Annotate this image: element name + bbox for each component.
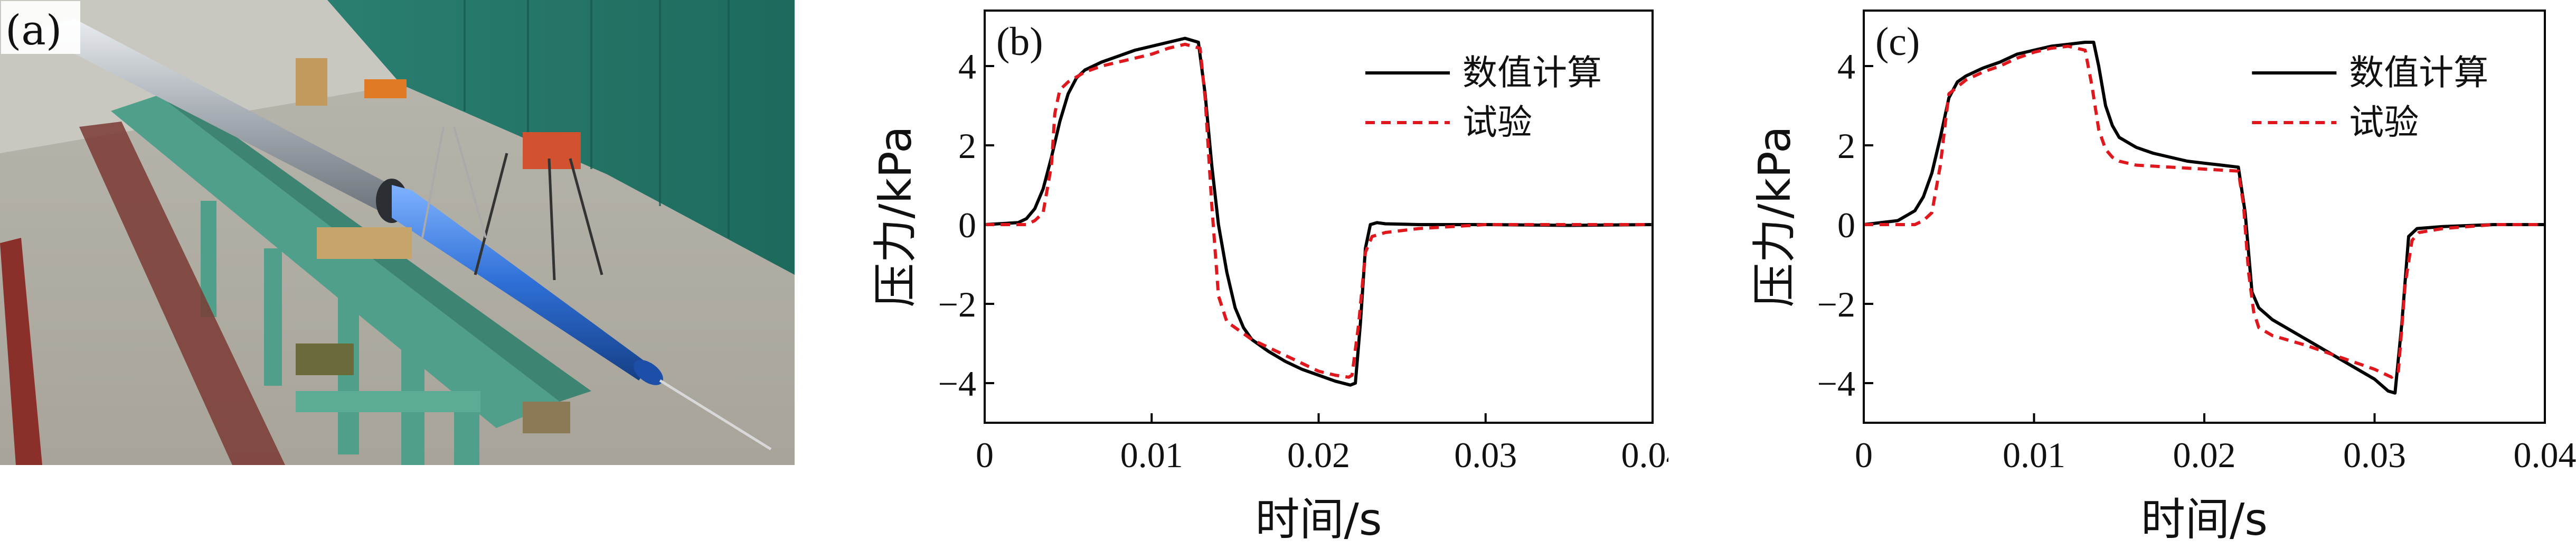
blue-projectile — [392, 185, 649, 380]
y-tick-label: 4 — [1837, 47, 1855, 87]
x-tick-label: 0.03 — [1454, 435, 1517, 475]
series-lines — [984, 36, 1653, 387]
legend: 数值计算 试验 — [1365, 52, 1602, 143]
guide-wire — [659, 379, 772, 451]
x-tick-label: 0.04 — [1621, 435, 1669, 475]
x-tick-label: 0.01 — [2003, 435, 2065, 475]
legend-label-experiment: 试验 — [1462, 102, 1532, 143]
series-line-experiment — [985, 42, 1653, 379]
tick-marks — [984, 65, 1654, 423]
panel-label: (b) — [996, 20, 1043, 64]
series-line-experiment — [1864, 44, 2545, 379]
y-tick-label: 0 — [958, 205, 976, 245]
y-axis-title: 压力/kPa — [870, 126, 921, 307]
projectile-nose — [634, 360, 663, 385]
y-tick-label: 2 — [958, 126, 976, 166]
transparent-tube — [32, 18, 401, 211]
legend-label-experiment: 试验 — [2349, 102, 2419, 143]
series-line-simulation — [1863, 41, 2545, 395]
panel-label: (c) — [1875, 20, 1920, 64]
y-tick-label: −4 — [938, 364, 976, 404]
y-tick-label: −2 — [938, 284, 976, 324]
y-tick-label: −2 — [1817, 284, 1855, 324]
y-tick-labels: −4 −2 0 2 4 — [938, 47, 976, 404]
red-rail — [0, 238, 42, 465]
x-axis-title: 时间/s — [2141, 494, 2268, 545]
x-tick-label: 0.02 — [2173, 435, 2236, 475]
photo-label-bg — [1, 1, 80, 54]
x-tick-label: 0.04 — [2514, 435, 2576, 475]
y-tick-labels: −4 −2 0 2 4 — [1817, 47, 1855, 404]
y-tick-label: 4 — [958, 47, 976, 87]
x-tick-labels: 0 0.01 0.02 0.03 0.04 — [1855, 435, 2576, 475]
x-tick-label: 0.03 — [2343, 435, 2406, 475]
y-tick-label: −4 — [1817, 364, 1855, 404]
plot-frame — [1863, 10, 2546, 424]
experiment-photo: (a) — [0, 0, 795, 465]
y-axis-title: 压力/kPa — [1749, 126, 1800, 307]
legend-label-simulation: 数值计算 — [2349, 52, 2488, 93]
legend-label-simulation: 数值计算 — [1462, 52, 1602, 93]
series-line-simulation — [984, 36, 1653, 387]
plot-frame — [984, 10, 1654, 424]
chart-b: 压力/kPa 时间/s −4 −2 0 2 4 0 0.01 0.02 0.03 0.04 (b… — [870, 10, 1668, 545]
tick-marks — [1863, 65, 2546, 423]
series-lines — [1863, 41, 2545, 395]
x-tick-label: 0 — [1855, 435, 1873, 475]
x-tick-labels: 0 0.01 0.02 0.03 0.04 — [976, 435, 1668, 475]
measurement-equipment — [296, 58, 603, 433]
x-tick-label: 0.01 — [1120, 435, 1183, 475]
x-axis-title: 时间/s — [1255, 494, 1382, 545]
photo-panel-label: (a) — [5, 7, 62, 54]
x-tick-label: 0 — [976, 435, 994, 475]
curtain-folds — [464, 0, 730, 238]
y-tick-label: 0 — [1837, 205, 1855, 245]
y-tick-label: 2 — [1837, 126, 1855, 166]
legend: 数值计算 试验 — [2252, 52, 2488, 143]
floor-rail — [79, 122, 285, 465]
chart-c: 压力/kPa 时间/s −4 −2 0 2 4 0 0.01 0.02 0.03 0.04 (c… — [1749, 10, 2576, 545]
experiment-photo-illustration: (a) — [0, 0, 795, 465]
x-tick-label: 0.02 — [1287, 435, 1350, 475]
